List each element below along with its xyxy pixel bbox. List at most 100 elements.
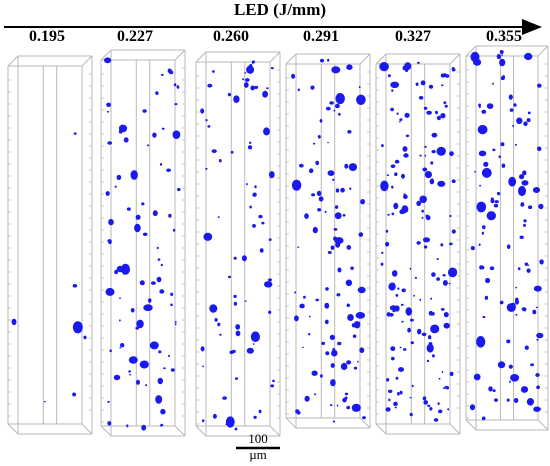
pore	[134, 223, 141, 233]
pore	[385, 407, 391, 412]
pore	[259, 248, 264, 253]
pore	[312, 142, 316, 145]
pore	[119, 347, 122, 349]
pore	[176, 85, 180, 89]
pore	[107, 141, 113, 145]
pore	[513, 398, 519, 403]
pore	[291, 179, 302, 191]
pore	[445, 74, 450, 78]
pore	[261, 221, 265, 225]
column-label-3: 0.260	[213, 28, 249, 45]
pore	[501, 163, 506, 168]
pore	[442, 280, 448, 286]
pore	[497, 361, 506, 369]
pore	[428, 342, 433, 346]
pore	[242, 78, 244, 81]
pore	[168, 70, 174, 75]
pore	[251, 60, 256, 64]
pore	[429, 178, 435, 185]
pore	[222, 396, 227, 400]
pore	[263, 127, 270, 136]
pore	[359, 347, 365, 354]
pore	[324, 210, 327, 214]
pore	[449, 214, 452, 218]
pore	[521, 180, 529, 186]
specimen-column-6	[465, 45, 549, 431]
pore	[168, 213, 172, 218]
pore	[297, 88, 300, 92]
pore	[232, 349, 236, 354]
pore	[398, 367, 404, 372]
pore	[426, 110, 432, 115]
pore	[449, 371, 454, 376]
pore	[130, 308, 135, 313]
pore	[249, 205, 252, 209]
pore	[233, 301, 237, 306]
pore	[537, 146, 542, 152]
pore	[539, 259, 544, 265]
pore	[143, 304, 153, 312]
pore	[163, 367, 166, 370]
pore	[400, 303, 404, 306]
pore	[302, 346, 304, 348]
pore	[394, 159, 400, 164]
pore	[249, 141, 252, 144]
pore	[128, 370, 131, 373]
pore	[235, 330, 241, 337]
pore	[399, 118, 403, 121]
pore	[258, 214, 263, 219]
pore	[484, 295, 489, 300]
pore	[170, 292, 174, 296]
pore	[344, 163, 349, 169]
pore	[449, 242, 453, 246]
pore	[126, 207, 131, 211]
pore	[399, 209, 404, 214]
pore	[356, 321, 361, 327]
pore	[262, 90, 268, 98]
pore	[419, 195, 428, 204]
pore	[246, 347, 254, 354]
pore	[440, 243, 444, 247]
pore	[218, 159, 222, 163]
pore	[499, 300, 504, 305]
pore	[340, 187, 345, 193]
pore	[203, 232, 213, 241]
pore	[394, 305, 400, 312]
pore	[524, 52, 533, 61]
pore	[497, 191, 501, 196]
pore	[536, 332, 544, 339]
pore	[385, 241, 390, 247]
pore	[536, 338, 539, 341]
pore	[202, 419, 205, 423]
pore	[170, 368, 175, 372]
pore	[247, 145, 253, 150]
pore	[126, 424, 129, 428]
pore	[409, 397, 412, 399]
pore	[522, 170, 527, 176]
pore	[409, 267, 412, 270]
pore	[73, 132, 77, 135]
pore	[330, 404, 333, 407]
pore	[490, 197, 494, 201]
column-label-1: 0.195	[29, 28, 65, 45]
pore	[264, 281, 273, 288]
pore	[335, 103, 340, 109]
pore	[523, 223, 526, 227]
pore	[253, 415, 257, 419]
pore	[402, 146, 408, 152]
pore	[107, 421, 112, 426]
pore	[72, 392, 76, 397]
pore	[160, 263, 163, 267]
pore	[106, 102, 111, 108]
pore	[235, 377, 238, 380]
pore	[205, 119, 208, 122]
pore	[421, 332, 427, 337]
pore	[311, 193, 316, 197]
pore	[121, 344, 124, 347]
pore	[518, 185, 526, 197]
pore	[389, 312, 394, 317]
pore	[335, 93, 345, 105]
pore	[174, 321, 177, 323]
pore	[156, 276, 162, 283]
pore	[114, 269, 118, 275]
